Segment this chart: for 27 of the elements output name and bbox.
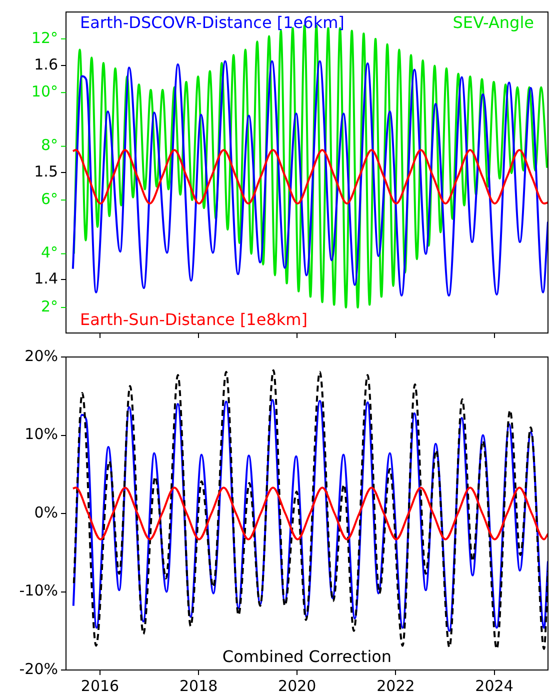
y-tick-label: 1.6 [34, 55, 58, 74]
x-tick-label: 2018 [179, 676, 218, 695]
line-series [72, 399, 548, 632]
x-tick-label: 2016 [80, 676, 120, 695]
y2-tick-label: 10° [31, 82, 58, 100]
y-tick-label: 1.4 [34, 269, 58, 288]
x-tick-label: 2020 [278, 676, 316, 695]
text: Earth-DSCOVR-Distance [1e6km] [80, 13, 344, 32]
line-series [72, 149, 548, 205]
line-series [72, 486, 548, 540]
y2-tick-label: 2° [40, 297, 58, 316]
y-tick-label: -10% [19, 582, 58, 600]
text: SEV-Angle [452, 13, 534, 32]
y-tick-label: 10% [24, 425, 58, 444]
y2-tick-label: 4° [40, 244, 58, 262]
y2-tick-label: 6° [40, 190, 58, 208]
x-tick-label: 2022 [376, 676, 415, 695]
y-tick-label: 1.5 [34, 162, 58, 180]
y2-tick-label: 8° [40, 136, 58, 154]
y-tick-label: 20% [24, 346, 58, 365]
y-tick-label: 0% [34, 503, 58, 522]
text: Earth-Sun-Distance [1e8km] [80, 310, 308, 330]
y2-tick-label: 12° [31, 28, 58, 47]
annotation: Combined Correction [222, 647, 392, 666]
x-tick-label: 2024 [475, 676, 514, 695]
line-series [72, 60, 548, 297]
y-tick-label: -20% [19, 660, 58, 678]
